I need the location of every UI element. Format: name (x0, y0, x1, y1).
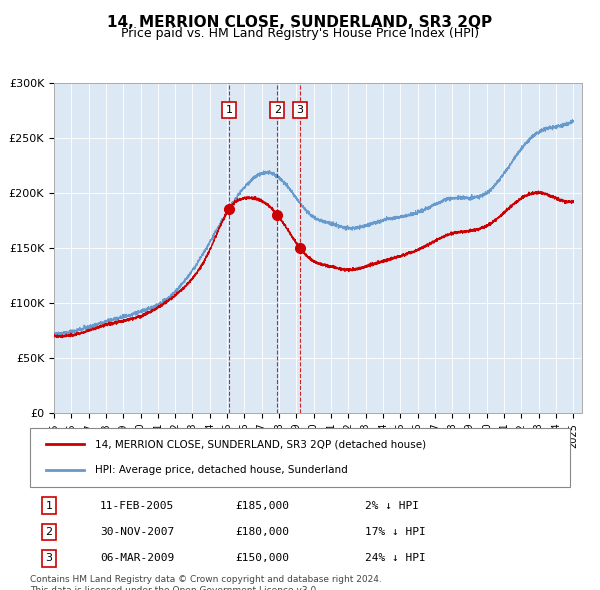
Text: 1: 1 (46, 501, 52, 510)
Text: 2: 2 (274, 105, 281, 115)
Text: £150,000: £150,000 (235, 553, 289, 563)
Text: Price paid vs. HM Land Registry's House Price Index (HPI): Price paid vs. HM Land Registry's House … (121, 27, 479, 40)
Text: 06-MAR-2009: 06-MAR-2009 (100, 553, 175, 563)
Text: £185,000: £185,000 (235, 501, 289, 510)
Text: Contains HM Land Registry data © Crown copyright and database right 2024.
This d: Contains HM Land Registry data © Crown c… (30, 575, 382, 590)
Text: 14, MERRION CLOSE, SUNDERLAND, SR3 2QP: 14, MERRION CLOSE, SUNDERLAND, SR3 2QP (107, 15, 493, 30)
Text: 1: 1 (226, 105, 232, 115)
Text: £180,000: £180,000 (235, 527, 289, 537)
Text: 14, MERRION CLOSE, SUNDERLAND, SR3 2QP (detached house): 14, MERRION CLOSE, SUNDERLAND, SR3 2QP (… (95, 440, 426, 449)
Text: 30-NOV-2007: 30-NOV-2007 (100, 527, 175, 537)
Text: 17% ↓ HPI: 17% ↓ HPI (365, 527, 425, 537)
Text: HPI: Average price, detached house, Sunderland: HPI: Average price, detached house, Sund… (95, 466, 347, 475)
Text: 11-FEB-2005: 11-FEB-2005 (100, 501, 175, 510)
Text: 3: 3 (296, 105, 304, 115)
Text: 24% ↓ HPI: 24% ↓ HPI (365, 553, 425, 563)
Text: 2% ↓ HPI: 2% ↓ HPI (365, 501, 419, 510)
Text: 2: 2 (46, 527, 52, 537)
FancyBboxPatch shape (30, 428, 570, 487)
Text: 3: 3 (46, 553, 52, 563)
